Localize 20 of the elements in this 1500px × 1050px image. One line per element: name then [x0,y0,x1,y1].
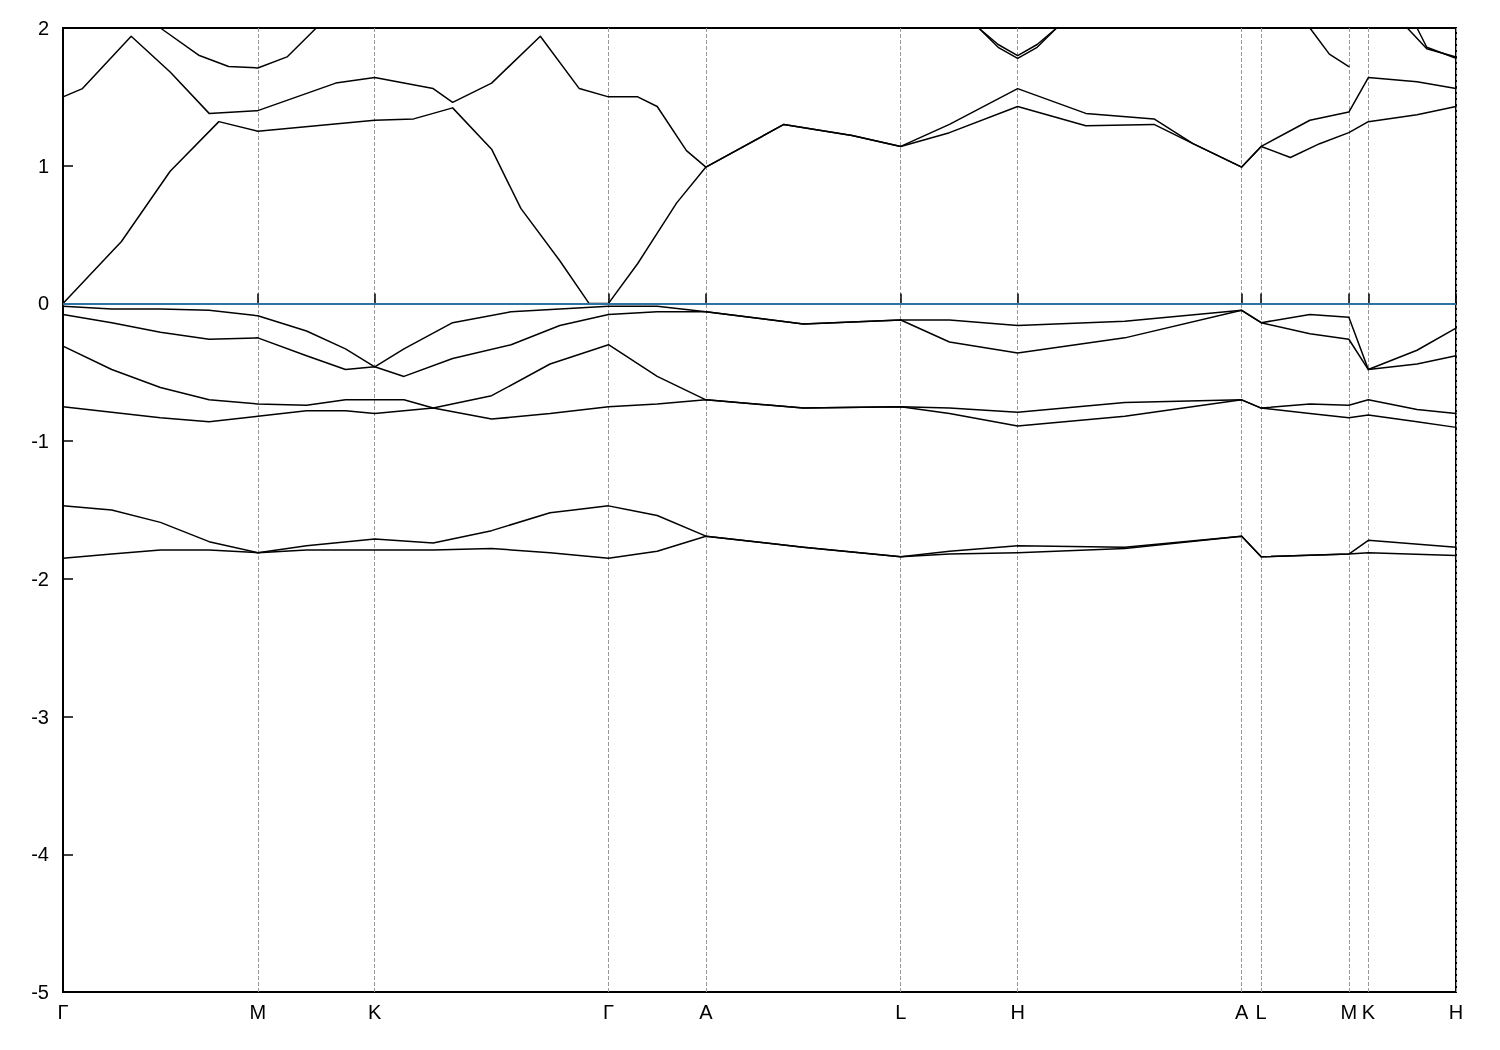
x-tick-label: A [699,1001,714,1023]
x-tick-label: K [1361,1001,1376,1023]
x-tick-label: H [1448,1001,1464,1023]
x-tick-label: A [1235,1001,1250,1023]
y-tick-label: 2 [37,17,49,39]
x-tick-label: L [1255,1001,1267,1023]
x-tick-label: M [1340,1001,1358,1023]
y-tick-label: 0 [37,292,49,315]
x-tick-label: Γ [57,1001,69,1023]
x-tick-label: K [368,1001,383,1023]
y-tick-label: 1 [37,154,49,177]
y-tick-label: -4 [31,843,49,866]
x-tick-label: M [249,1001,267,1023]
x-tick-label: Γ [603,1001,615,1023]
x-tick-label: L [895,1001,907,1023]
y-tick-label: -5 [31,981,49,1003]
y-tick-label: -2 [31,567,49,590]
y-tick-label: -1 [31,430,49,453]
x-tick-label: H [1010,1001,1025,1023]
y-tick-label: -3 [31,705,49,728]
